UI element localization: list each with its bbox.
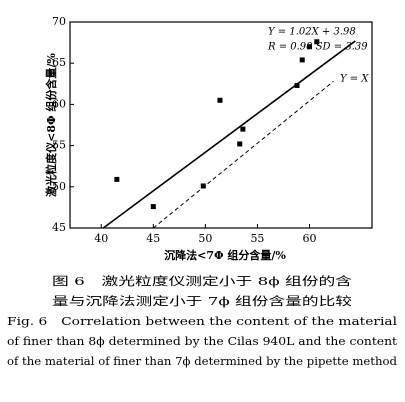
caption-line: 量与沉降法测定小于 7ϕ 组份含量的比较 — [52, 294, 353, 308]
point — [314, 39, 320, 45]
line-label: Y = X — [340, 74, 369, 85]
x-tick-label: 45 — [146, 232, 160, 245]
point — [114, 176, 120, 182]
caption-line: of the material of finer than 7ϕ determi… — [7, 354, 398, 368]
point — [237, 141, 243, 147]
equation: Y = 1.02X + 3.98 — [268, 27, 356, 38]
y-tick-label: 45 — [52, 221, 66, 234]
annotation: R = 0.90 SD = 3.39 — [267, 42, 368, 53]
y-axis-label: 激光粒度仪<8Φ 组份含量/% — [44, 53, 58, 197]
reference-line — [152, 80, 334, 229]
y-tick-label: 55 — [52, 139, 66, 152]
x-tick-label: 60 — [303, 232, 317, 245]
point — [299, 57, 305, 63]
point — [217, 97, 223, 103]
reference-line — [102, 40, 356, 229]
x-tick-label: 55 — [250, 232, 264, 245]
caption-line: Fig. 6 Correlation between the content o… — [7, 314, 397, 328]
caption-line: 图 6 激光粒度仪测定小于 8ϕ 组份的含 — [52, 274, 353, 288]
y-tick-label: 70 — [52, 15, 66, 28]
point — [200, 183, 206, 189]
point — [294, 82, 300, 88]
x-axis-label: 沉降法<7Φ 组分含量/% — [164, 248, 286, 262]
y-tick-label: 65 — [52, 56, 66, 69]
x-tick-label: 40 — [94, 232, 108, 245]
x-tick-label: 50 — [198, 232, 212, 245]
point — [240, 126, 246, 132]
y-tick-label: 50 — [52, 180, 66, 193]
y-tick-label: 60 — [52, 97, 66, 110]
point — [307, 44, 313, 50]
caption-line: of finer than 8ϕ determined by the Cilas… — [7, 334, 397, 348]
plot-frame — [69, 21, 373, 229]
point — [150, 204, 156, 210]
